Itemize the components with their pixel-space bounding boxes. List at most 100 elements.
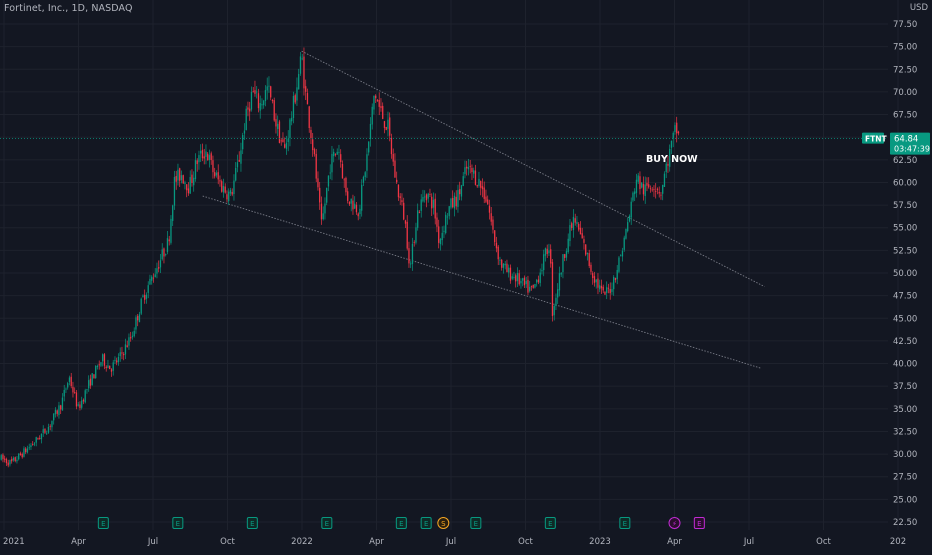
candle-body — [88, 380, 90, 389]
event-marker-earnings[interactable]: E — [246, 517, 258, 529]
candle-body — [313, 149, 316, 155]
candle-body — [530, 285, 533, 287]
candle-body — [515, 275, 517, 282]
event-marker-earnings[interactable]: E — [470, 517, 482, 529]
candle-body — [54, 409, 57, 415]
y-tick-label: 27.50 — [893, 473, 917, 483]
candle-body — [89, 378, 92, 386]
candle-body — [18, 453, 20, 460]
event-marker-earnings[interactable]: E — [172, 517, 184, 529]
candle-body — [635, 179, 638, 193]
event-marker-split[interactable]: S — [437, 517, 450, 529]
x-tick-label: 2021 — [3, 537, 25, 547]
event-marker-dividend[interactable]: ⚡ — [668, 517, 681, 529]
event-marker-earnings[interactable]: E — [619, 517, 631, 529]
candle-body — [58, 405, 60, 416]
candle-body — [516, 272, 519, 281]
event-marker-earnings[interactable]: E — [544, 517, 556, 529]
candle-body — [644, 184, 646, 197]
candle-body — [663, 173, 666, 187]
candle-body — [481, 186, 484, 190]
candle-body — [634, 191, 636, 195]
candle-body — [280, 140, 282, 142]
candle-body — [296, 87, 298, 101]
trendlines[interactable] — [202, 50, 765, 369]
candle-body — [56, 410, 58, 414]
price-axis[interactable]: 77.5075.0072.5070.0067.5065.0062.5060.00… — [893, 20, 917, 528]
candle-body — [653, 189, 655, 190]
candle-body — [152, 277, 155, 279]
candle-body — [194, 160, 197, 180]
candle-body — [67, 383, 69, 388]
event-marker-upcoming-earnings[interactable]: E — [693, 517, 705, 529]
candle-body — [667, 163, 669, 166]
candle-body — [240, 150, 242, 164]
event-marker-earnings[interactable]: E — [321, 517, 333, 529]
candle-body — [375, 95, 377, 99]
candle-body — [670, 140, 673, 148]
event-marker-label: E — [101, 520, 105, 528]
candle-body — [49, 425, 51, 427]
candle-body — [511, 276, 513, 279]
candle-body — [326, 187, 328, 203]
candle-body — [32, 444, 34, 445]
candle-body — [376, 99, 379, 102]
candle-body — [159, 260, 162, 268]
candle-body — [567, 238, 569, 253]
lower-trendline[interactable] — [202, 195, 761, 369]
candle-body — [439, 238, 442, 245]
event-marker-earnings[interactable]: E — [420, 517, 432, 529]
buy-now-annotation[interactable]: BUY NOW — [646, 154, 698, 165]
candle-body — [103, 354, 106, 366]
candle-body — [231, 191, 233, 195]
candle-body — [131, 335, 134, 338]
candle-body — [418, 211, 421, 213]
candle-body — [112, 362, 114, 371]
event-marker-earnings[interactable]: E — [97, 517, 109, 529]
y-tick-label: 67.50 — [893, 111, 917, 121]
candle-body — [649, 188, 652, 190]
candle-body — [450, 198, 452, 208]
candle-body — [655, 190, 657, 192]
candle-body — [12, 457, 15, 461]
candle-body — [424, 196, 426, 198]
candle-body — [65, 388, 67, 390]
y-tick-label: 72.50 — [893, 65, 917, 75]
candle-body — [429, 194, 431, 195]
candle-body — [613, 276, 615, 290]
candle-body — [355, 204, 358, 213]
event-marker-earnings[interactable]: E — [395, 517, 407, 529]
candle-body — [532, 284, 534, 288]
candle-body — [275, 119, 277, 127]
candle-body — [84, 390, 86, 403]
candle-body — [222, 186, 225, 193]
candle-body — [4, 458, 6, 460]
chart-title: Fortinet, Inc., 1D, NASDAQ — [4, 3, 133, 14]
candle-body — [457, 189, 459, 207]
candle-body — [590, 264, 592, 272]
upper-trendline[interactable] — [301, 50, 765, 287]
candle-body — [184, 182, 186, 185]
candle-body — [179, 168, 181, 181]
time-axis[interactable]: 2021 Apr Jul Oct 2022 Apr Jul Oct 2023 Apr Jul Oct 2… — [3, 537, 906, 547]
candle-body — [362, 176, 365, 183]
candle-body — [16, 459, 18, 462]
candle-body — [669, 148, 671, 167]
candle-body — [392, 154, 394, 162]
event-markers[interactable]: E E E E E E S E E E ⚡ E — [97, 517, 705, 529]
candle-body — [268, 85, 270, 87]
candle-body — [490, 213, 492, 222]
candle-body — [243, 130, 246, 134]
candle-body — [523, 277, 526, 286]
candle-body — [522, 278, 524, 281]
candle-body — [548, 250, 550, 254]
y-tick-label: 22.50 — [893, 518, 917, 528]
candle-body — [606, 287, 608, 293]
y-tick-label: 40.00 — [893, 360, 917, 370]
candle-body — [478, 178, 480, 187]
candle-body — [198, 155, 200, 163]
